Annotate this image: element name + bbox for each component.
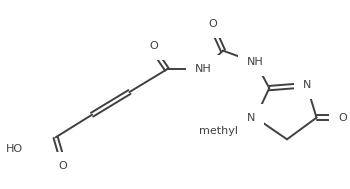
- Text: O: O: [150, 41, 159, 51]
- Text: N: N: [247, 113, 256, 123]
- Text: O: O: [209, 19, 217, 29]
- Text: methyl: methyl: [199, 126, 238, 136]
- Text: O: O: [338, 113, 347, 123]
- Text: O: O: [58, 161, 67, 171]
- Text: NH: NH: [247, 57, 264, 67]
- Text: NH: NH: [195, 64, 212, 74]
- Text: N: N: [302, 80, 311, 90]
- Text: HO: HO: [6, 144, 23, 154]
